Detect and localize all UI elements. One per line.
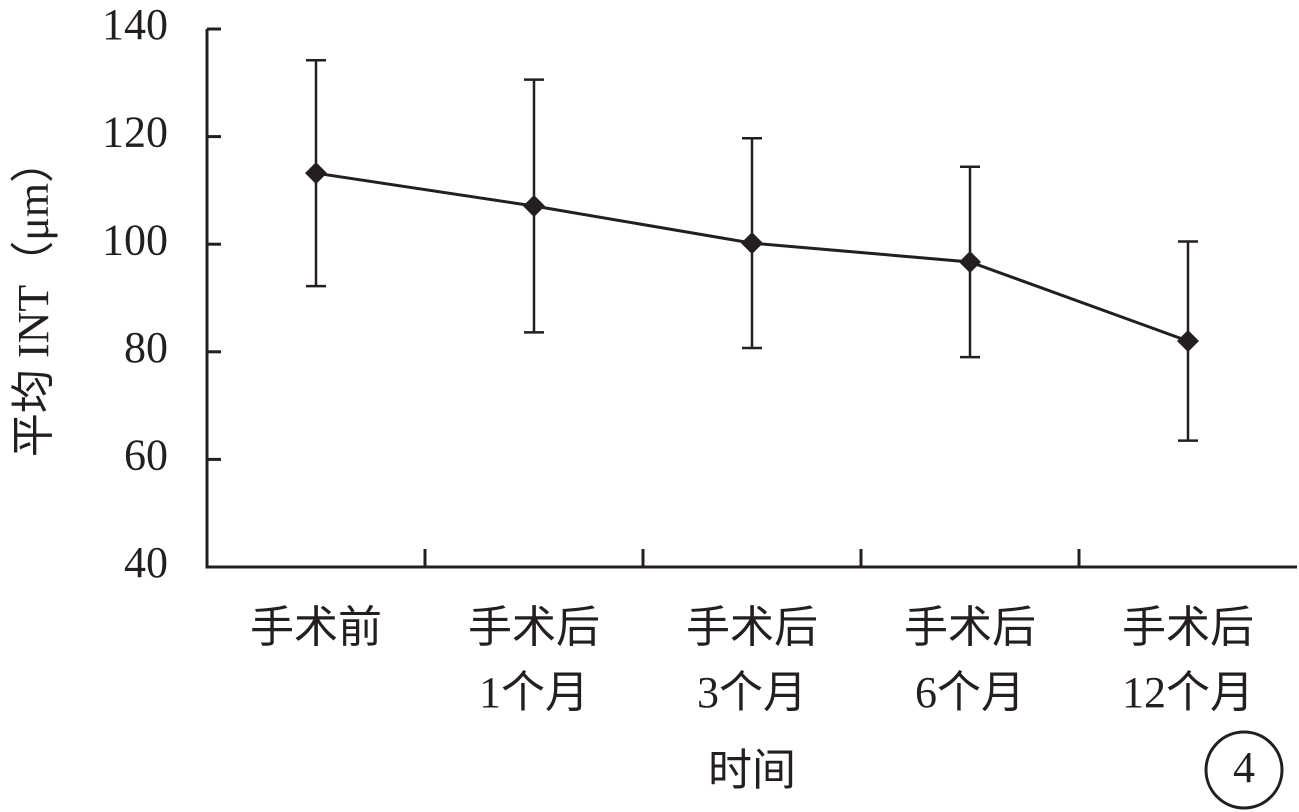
y-tick-label: 80 — [124, 323, 168, 372]
x-tick-label: 手术后 6个月 — [904, 603, 1036, 717]
x-tick-label: 手术后 3个月 — [686, 603, 818, 717]
y-tick-label: 120 — [102, 108, 168, 157]
annotation: 4 — [1233, 743, 1255, 792]
y-tick-label: 40 — [124, 538, 168, 587]
marker — [1177, 330, 1199, 353]
marker — [523, 195, 545, 218]
y-tick-label: 60 — [124, 430, 168, 479]
x-tick-label: 手术后 12个月 — [1122, 603, 1254, 717]
marker — [741, 232, 763, 255]
x-axis-label: 时间 — [708, 746, 796, 795]
annotation-circle — [1204, 730, 1284, 810]
x-tick-label: 手术后 1个月 — [468, 603, 600, 717]
marker — [305, 162, 327, 185]
marker — [959, 250, 981, 273]
y-axis-label: 平均 INT（μm） — [9, 139, 58, 457]
x-tick-label: 手术前 — [250, 603, 382, 652]
y-tick-label: 140 — [102, 0, 168, 49]
y-tick-label: 100 — [102, 215, 168, 264]
